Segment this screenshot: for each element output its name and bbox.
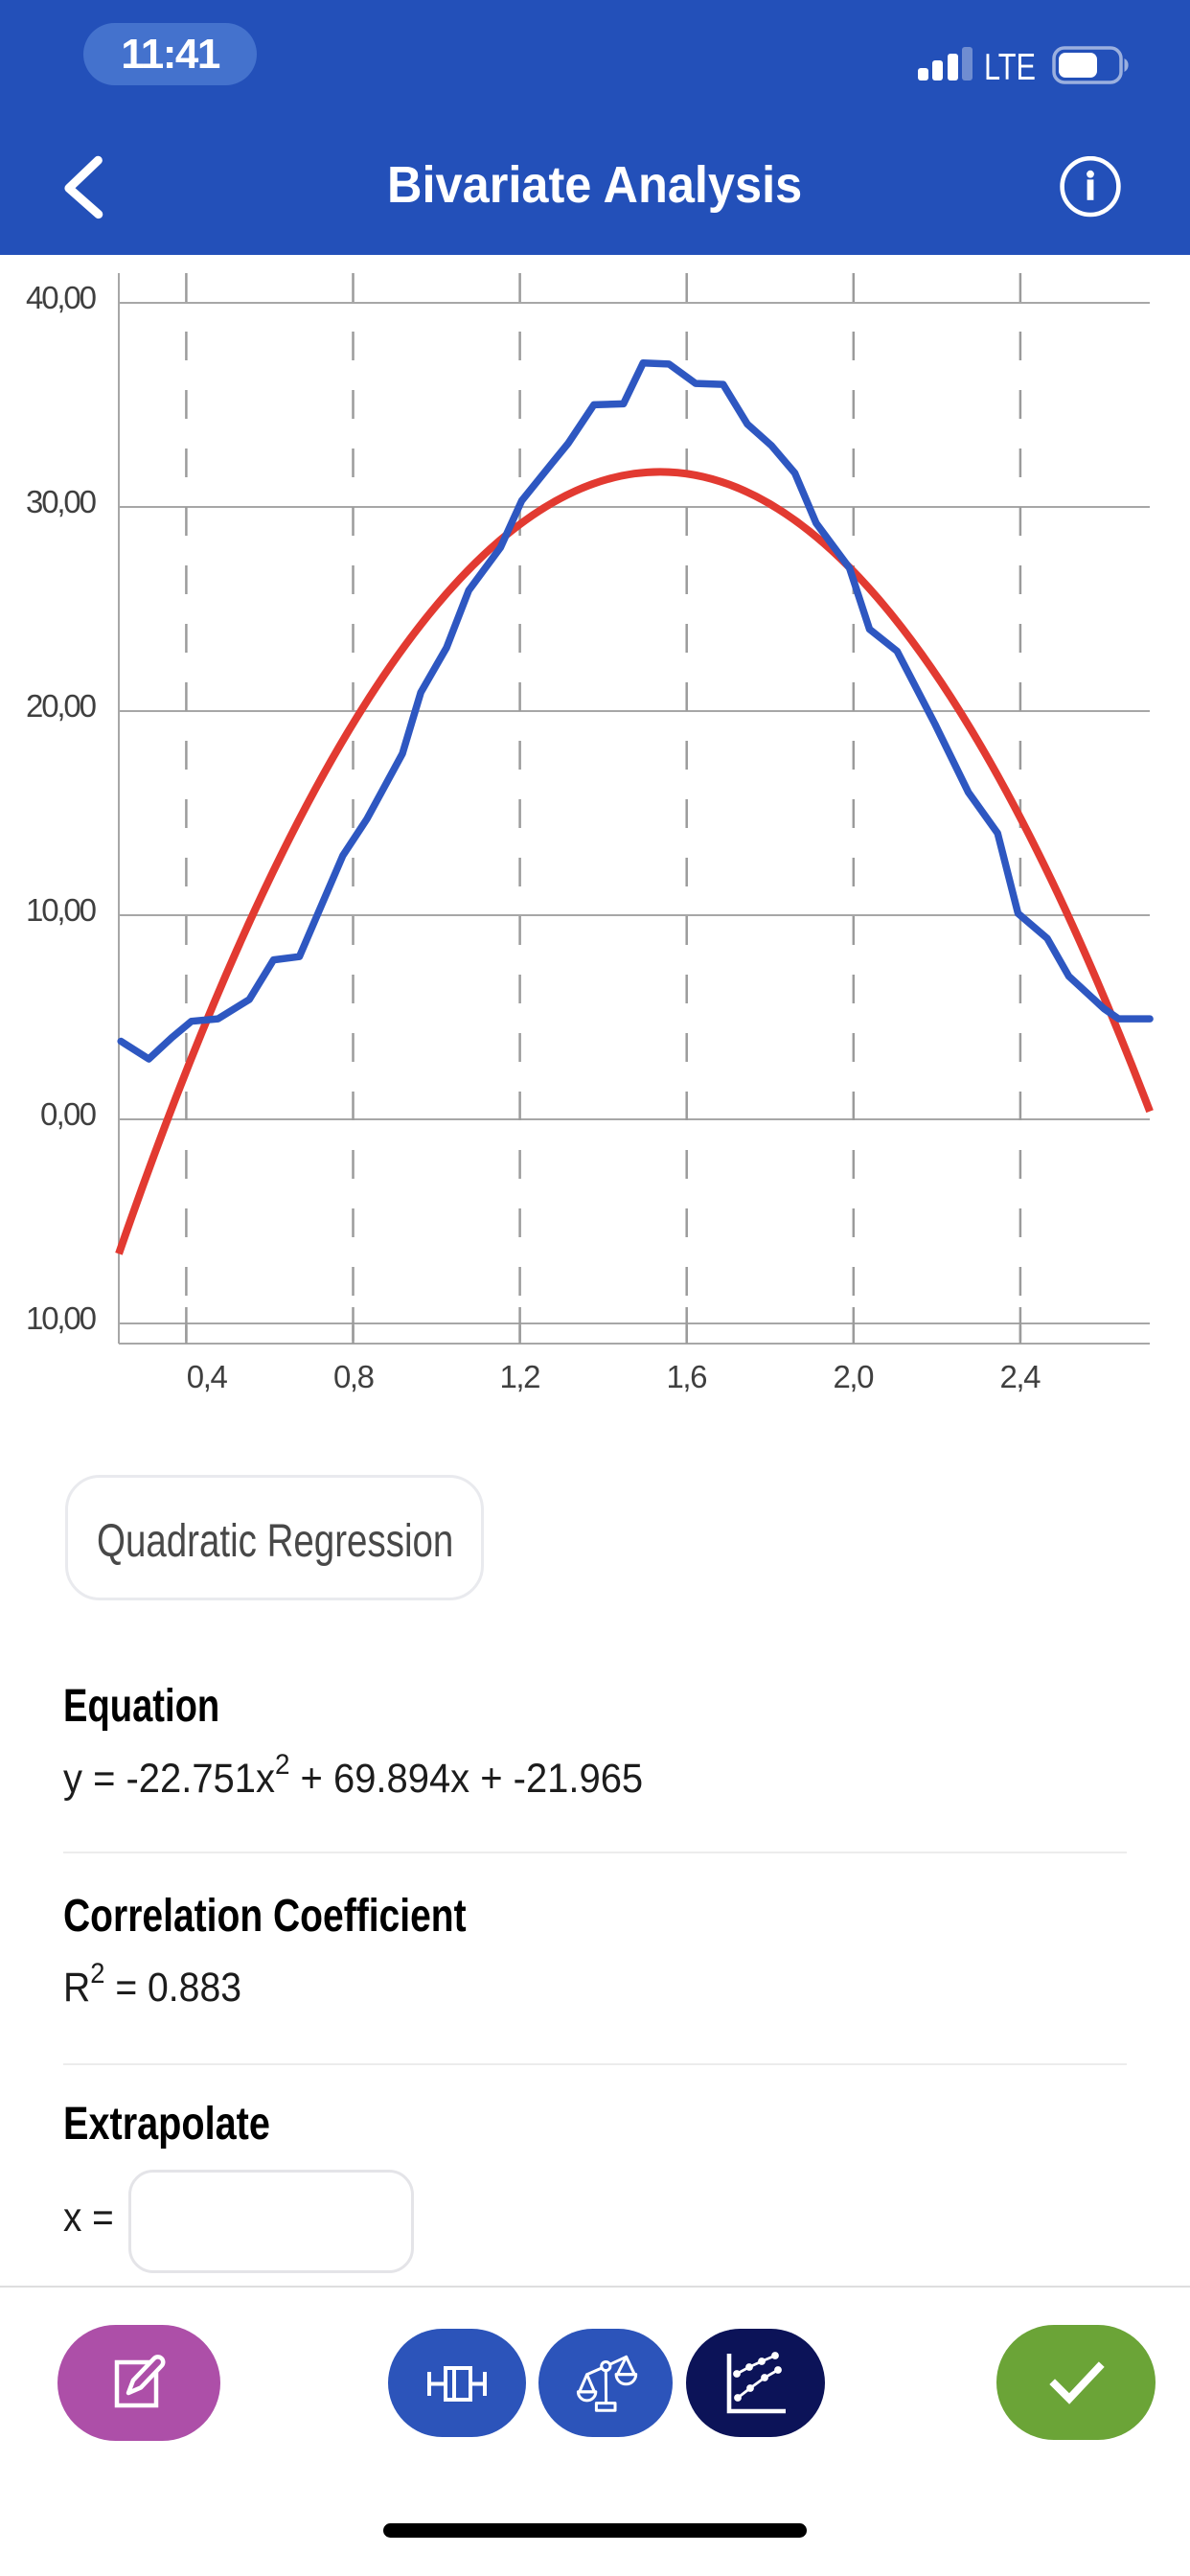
svg-text:0,8: 0,8 — [333, 1359, 375, 1394]
svg-text:LTE: LTE — [984, 47, 1036, 88]
svg-text:2,0: 2,0 — [834, 1359, 875, 1394]
svg-text:0,4: 0,4 — [187, 1359, 228, 1394]
svg-text:1,2: 1,2 — [500, 1359, 541, 1394]
svg-text:10,00: 10,00 — [26, 892, 97, 928]
svg-text:1,6: 1,6 — [667, 1359, 708, 1394]
svg-text:30,00: 30,00 — [26, 484, 97, 519]
svg-text:0,00: 0,00 — [40, 1096, 97, 1132]
svg-text:40,00: 40,00 — [26, 280, 97, 315]
svg-text:2,4: 2,4 — [1000, 1359, 1041, 1394]
svg-text:10,00: 10,00 — [26, 1300, 97, 1336]
svg-text:20,00: 20,00 — [26, 688, 97, 724]
